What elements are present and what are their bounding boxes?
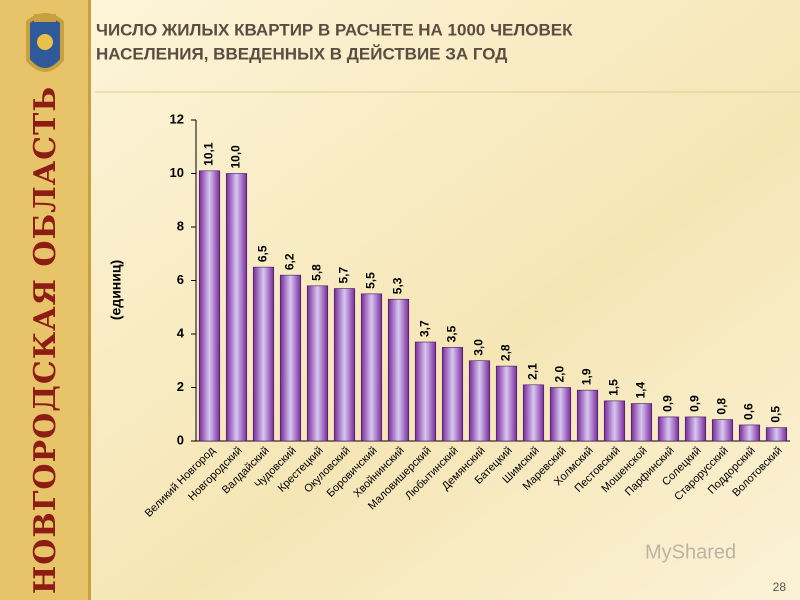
- bar: [495, 365, 518, 442]
- value-label: 1,5: [607, 379, 621, 396]
- value-label: 3,0: [472, 339, 486, 356]
- value-label: 5,8: [310, 264, 324, 281]
- bar: [252, 266, 275, 442]
- bar: [630, 403, 653, 442]
- page-number: 28: [773, 580, 787, 594]
- bar: [603, 400, 626, 442]
- bar: [387, 298, 410, 442]
- bar: [279, 274, 302, 442]
- emblem: [26, 13, 64, 72]
- side-border: [88, 0, 91, 600]
- value-label: 5,7: [337, 267, 351, 284]
- bar: [576, 389, 599, 442]
- bar: [738, 424, 761, 442]
- value-label: 5,5: [364, 272, 378, 289]
- bar: [684, 416, 707, 442]
- y-tick-label: 4: [177, 325, 185, 340]
- bar: [468, 360, 491, 442]
- y-tick-label: 0: [177, 432, 184, 447]
- bar: [306, 285, 329, 442]
- value-label: 3,5: [445, 325, 459, 342]
- y-tick-label: 12: [170, 111, 184, 126]
- value-label: 10,0: [229, 145, 243, 169]
- side-strip: [0, 0, 90, 600]
- value-label: 1,9: [580, 368, 594, 385]
- y-tick-label: 10: [170, 165, 184, 180]
- y-tick-label: 2: [177, 379, 184, 394]
- bar: [657, 416, 680, 442]
- y-tick-label: 8: [177, 218, 184, 233]
- chart-title: ЧИСЛО ЖИЛЫХ КВАРТИР В РАСЧЕТЕ НА 1000 ЧЕ…: [96, 20, 573, 39]
- watermark: MyShared: [645, 541, 736, 563]
- bar: [360, 293, 383, 442]
- value-label: 2,8: [499, 344, 513, 361]
- value-label: 1,4: [634, 382, 648, 399]
- value-label: 6,2: [283, 253, 297, 270]
- bar: [522, 384, 545, 442]
- value-label: 0,6: [742, 403, 756, 420]
- bar: [198, 170, 221, 442]
- bar: [711, 419, 734, 442]
- value-label: 3,7: [418, 320, 432, 337]
- side-title: НОВГОРОДСКАЯ ОБЛАСТЬ: [28, 86, 63, 594]
- value-label: 6,5: [256, 245, 270, 262]
- value-label: 0,9: [688, 395, 702, 412]
- value-label: 0,8: [715, 398, 729, 415]
- value-label: 0,9: [661, 395, 675, 412]
- bar: [441, 347, 464, 442]
- bar: [549, 387, 572, 442]
- value-label: 2,0: [553, 365, 567, 382]
- bar: [765, 427, 788, 442]
- value-label: 10,1: [202, 142, 216, 166]
- bar: [333, 288, 356, 442]
- value-label: 5,3: [391, 277, 405, 294]
- y-tick-label: 6: [177, 272, 184, 287]
- value-label: 2,1: [526, 363, 540, 380]
- y-axis-label: (единиц): [108, 260, 124, 320]
- value-label: 0,5: [769, 406, 783, 423]
- bar: [225, 173, 248, 442]
- bar: [414, 341, 437, 442]
- chart-title: НАСЕЛЕНИЯ, ВВЕДЕННЫХ В ДЕЙСТВИЕ ЗА ГОД: [96, 44, 507, 63]
